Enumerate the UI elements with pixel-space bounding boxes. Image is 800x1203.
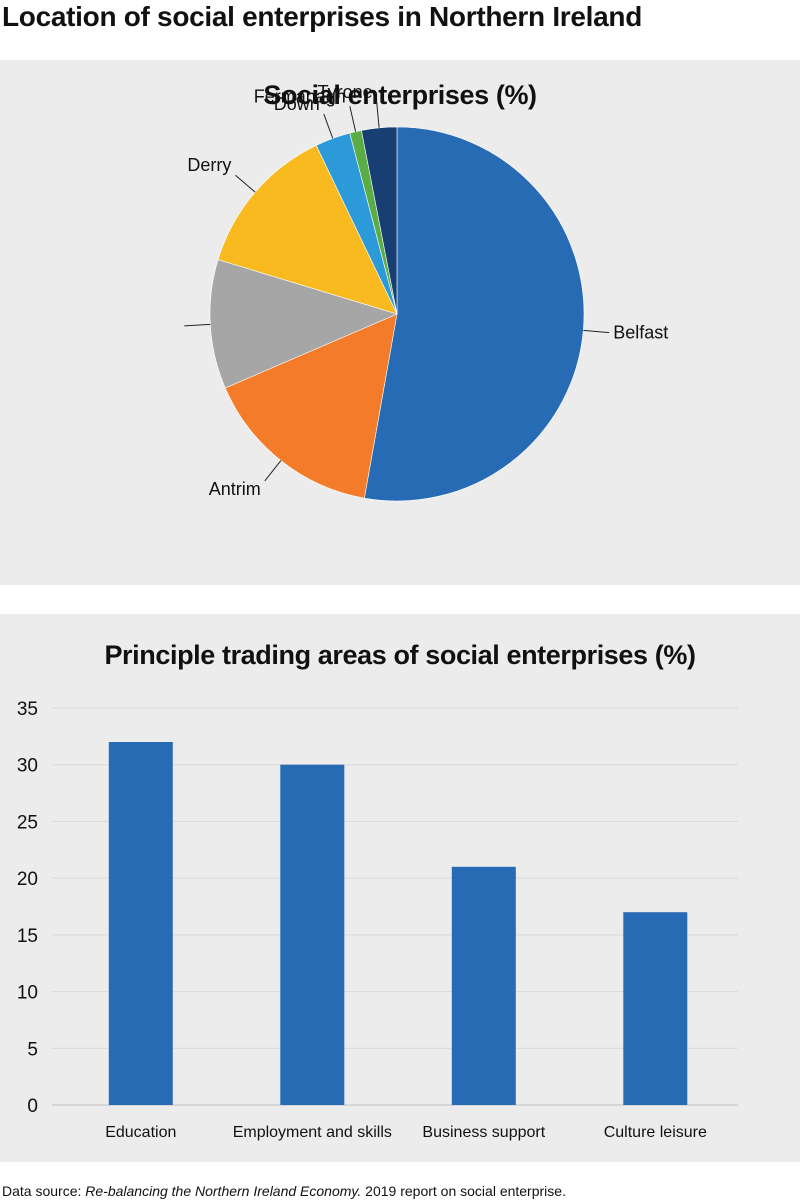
- pie-label-down: Down: [274, 94, 320, 114]
- x-tick-label-culture-leisure: Culture leisure: [604, 1124, 707, 1141]
- bar-chart-panel: Principle trading areas of social enterp…: [0, 614, 800, 1162]
- source-prefix: Data source:: [2, 1183, 82, 1199]
- y-tick-label-35: 35: [17, 699, 38, 720]
- y-tick-label-5: 5: [27, 1039, 38, 1060]
- pie-label-belfast: Belfast: [613, 323, 668, 343]
- leader-line-belfast: [583, 329, 610, 334]
- y-tick-label-15: 15: [17, 926, 38, 947]
- pie-slice-belfast: [364, 126, 585, 502]
- source-report-title: Re-balancing the Northern Ireland Econom…: [85, 1183, 362, 1199]
- bar-chart-title: Principle trading areas of social enterp…: [104, 640, 696, 670]
- pie-slice-antrim: [224, 313, 398, 499]
- leader-line-tyrone: [376, 101, 380, 128]
- pie-chart-title: Social enterprises (%): [263, 80, 537, 110]
- pie-chart-panel: Social enterprises (%) Belfast Antrim Derr…: [0, 60, 800, 585]
- y-tick-label-10: 10: [17, 983, 38, 1004]
- pie-label-antrim: Antrim: [209, 479, 261, 499]
- pie-label-tyrone: Tyrone: [318, 82, 373, 102]
- y-tick-label-20: 20: [17, 869, 38, 890]
- bar-culture-leisure: [623, 912, 688, 1105]
- leader-line-unlabeled-2: [184, 323, 211, 327]
- x-tick-label-employment-and-skills: Employment and skills: [233, 1124, 392, 1141]
- y-tick-label-30: 30: [17, 756, 38, 777]
- y-tick-label-0: 0: [27, 1096, 38, 1117]
- leader-line-fermanagh: [349, 106, 357, 132]
- source-suffix: 2019 report on social enterprise.: [365, 1183, 566, 1199]
- bar-business-support: [451, 866, 516, 1105]
- data-source-note: Data source: Re-balancing the Northern I…: [2, 1182, 566, 1200]
- leader-line-antrim: [264, 460, 282, 482]
- leader-line-derry: [235, 174, 256, 193]
- pie-label-derry: Derry: [187, 155, 231, 175]
- leader-line-down: [323, 113, 334, 139]
- x-tick-label-education: Education: [105, 1124, 176, 1141]
- x-tick-label-business-support: Business support: [422, 1124, 545, 1141]
- bar-chart: 0 5 10 15 20 25 30 35 Education Employment and sk…: [17, 699, 738, 1141]
- bar-education: [108, 742, 173, 1105]
- pie-label-fermanagh: Fermanagh: [254, 86, 346, 106]
- y-tick-label-25: 25: [17, 812, 38, 833]
- page-title: Location of social enterprises in Northe…: [2, 1, 643, 32]
- pie-slice-unlabeled-2: [209, 259, 398, 389]
- bar-employment-and-skills: [280, 764, 345, 1105]
